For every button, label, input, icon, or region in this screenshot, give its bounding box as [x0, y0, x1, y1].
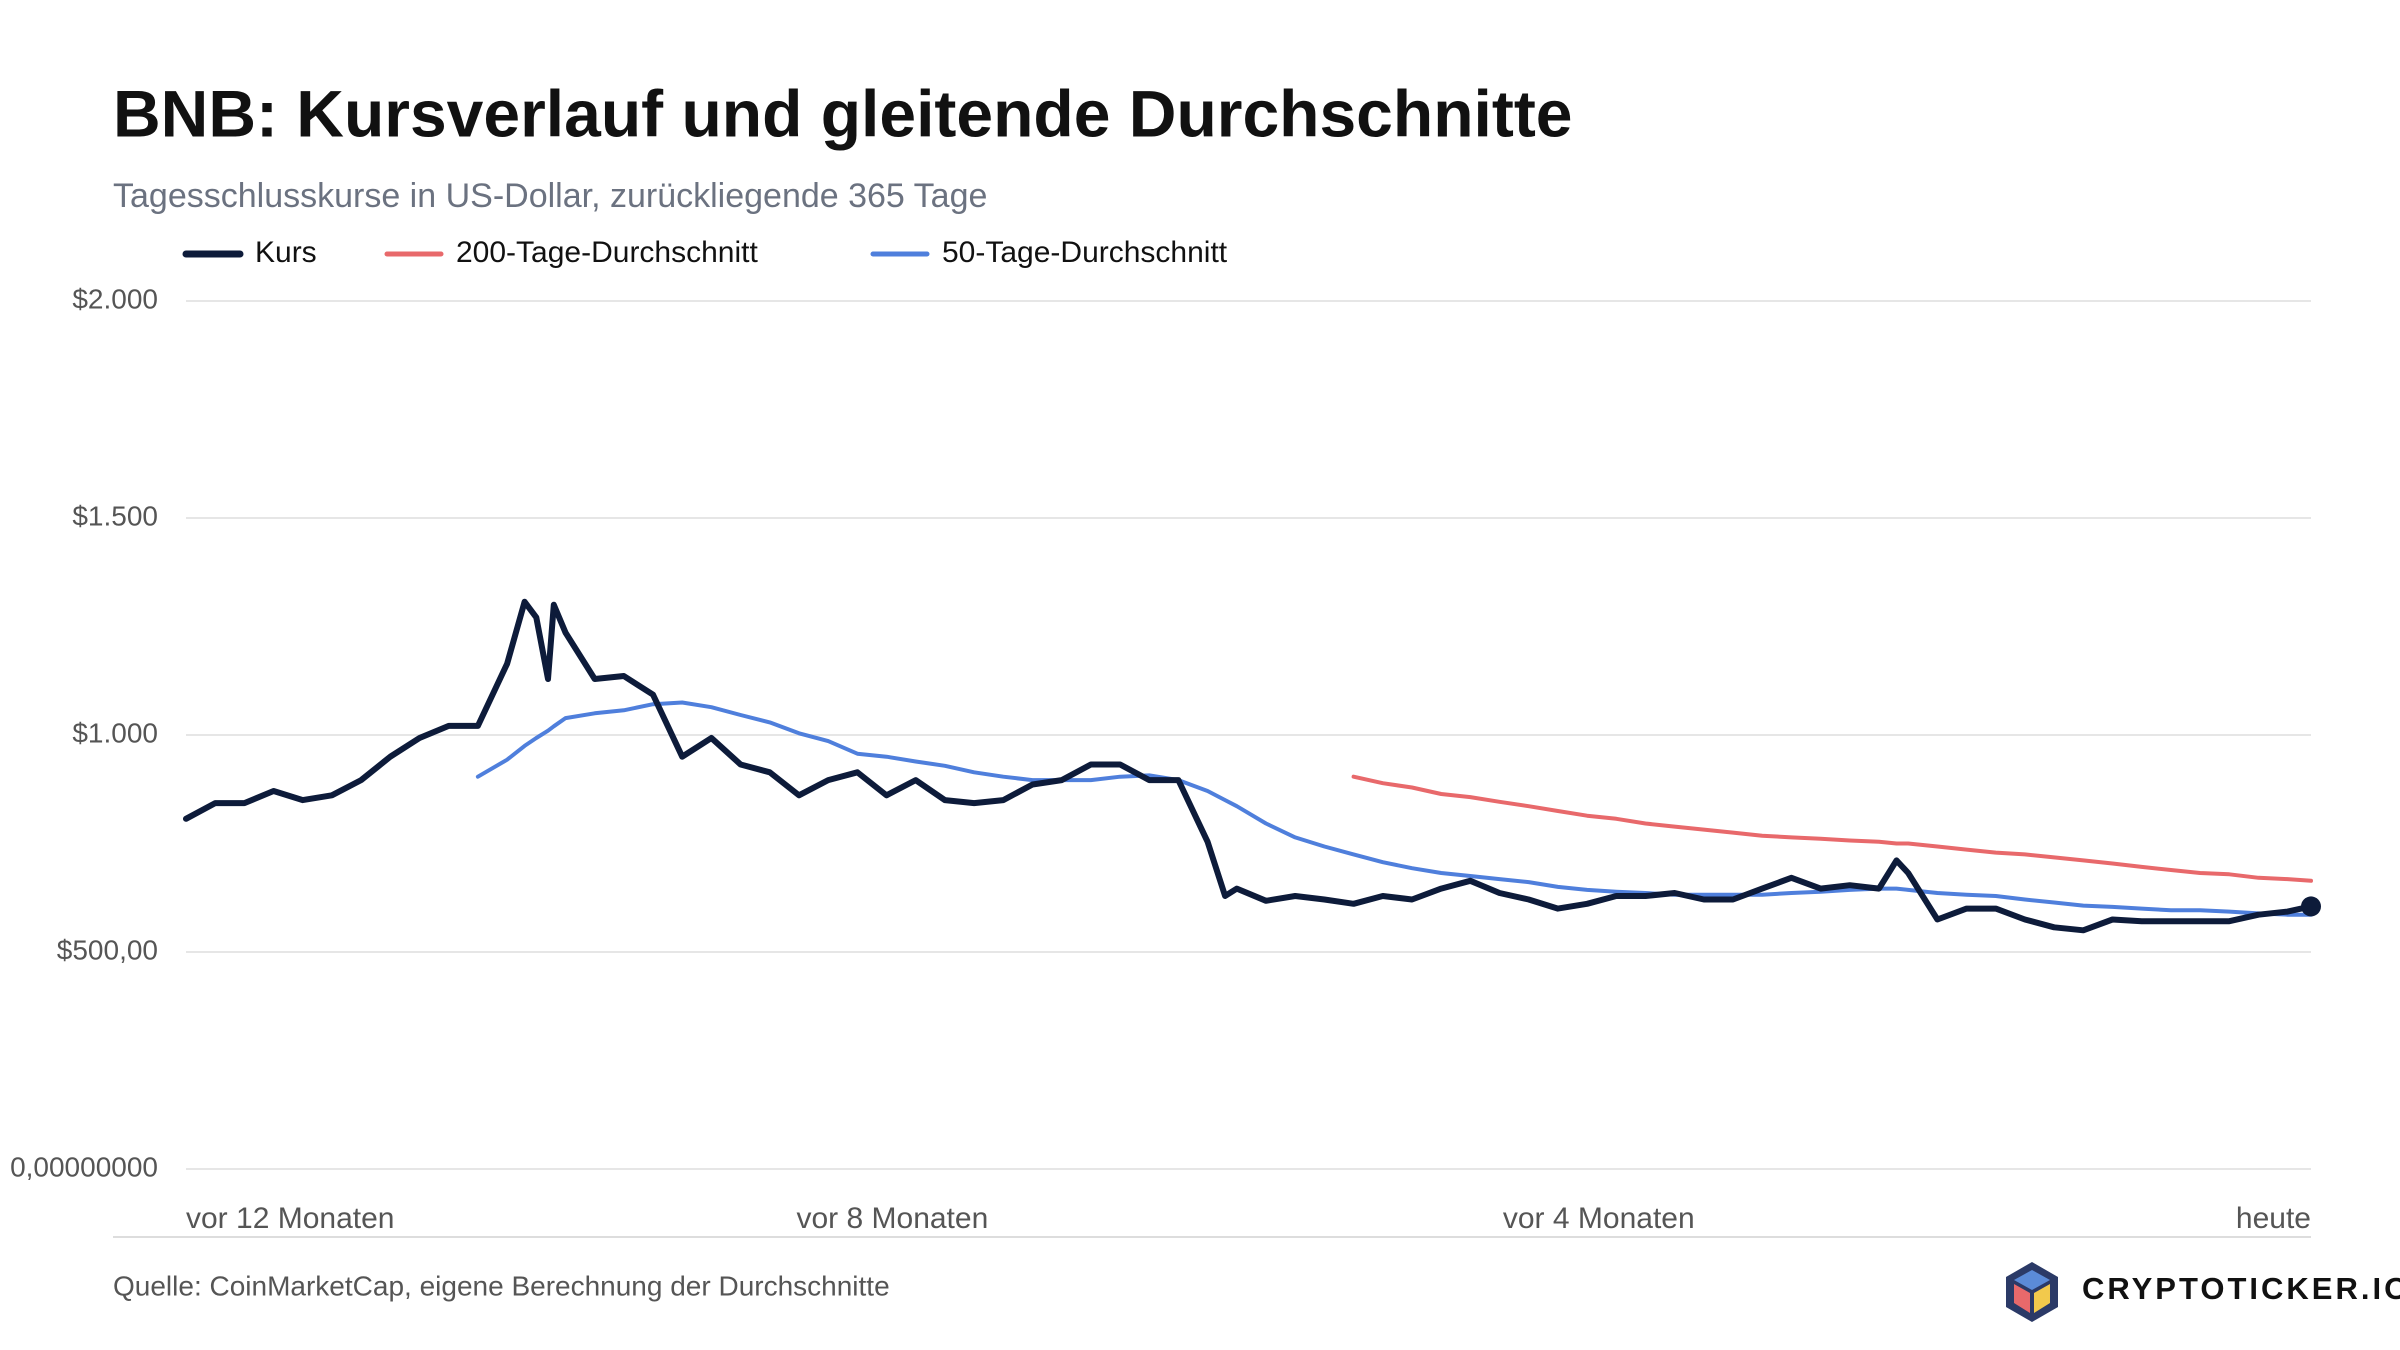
y-tick-label: $500,00 — [57, 934, 158, 965]
x-tick-label: vor 12 Monaten — [186, 1202, 394, 1235]
legend-label: 200-Tage-Durchschnitt — [456, 236, 758, 269]
x-tick-label: vor 8 Monaten — [796, 1202, 988, 1235]
y-tick-label: $1.500 — [72, 500, 158, 531]
source-note: Quelle: CoinMarketCap, eigene Berechnung… — [113, 1270, 890, 1301]
chart-subtitle: Tagesschlusskurse in US-Dollar, zurückli… — [113, 177, 987, 215]
x-tick-label: vor 4 Monaten — [1503, 1202, 1695, 1235]
logo-face — [2014, 1270, 2050, 1290]
legend-label: 50-Tage-Durchschnitt — [942, 236, 1228, 269]
series-line — [1351, 774, 2313, 883]
series-line — [183, 598, 2314, 934]
brand-logo: CRYPTOTICKER.IO — [2006, 1262, 2400, 1322]
series-line — [475, 700, 2313, 917]
logo-face — [2034, 1284, 2050, 1313]
y-tick-label: $1.000 — [72, 717, 158, 748]
chart-title: BNB: Kursverlauf und gleitende Durchschn… — [113, 76, 1573, 150]
y-tick-label: 0,00000000 — [10, 1151, 158, 1182]
legend-label: Kurs — [255, 236, 317, 269]
x-tick-label: heute — [2236, 1202, 2311, 1235]
brand-name: CRYPTOTICKER.IO — [2082, 1271, 2400, 1306]
logo-face — [2014, 1284, 2030, 1313]
logo-cube — [2006, 1262, 2058, 1322]
last-point — [2301, 896, 2321, 917]
y-tick-label: $2.000 — [72, 283, 158, 314]
